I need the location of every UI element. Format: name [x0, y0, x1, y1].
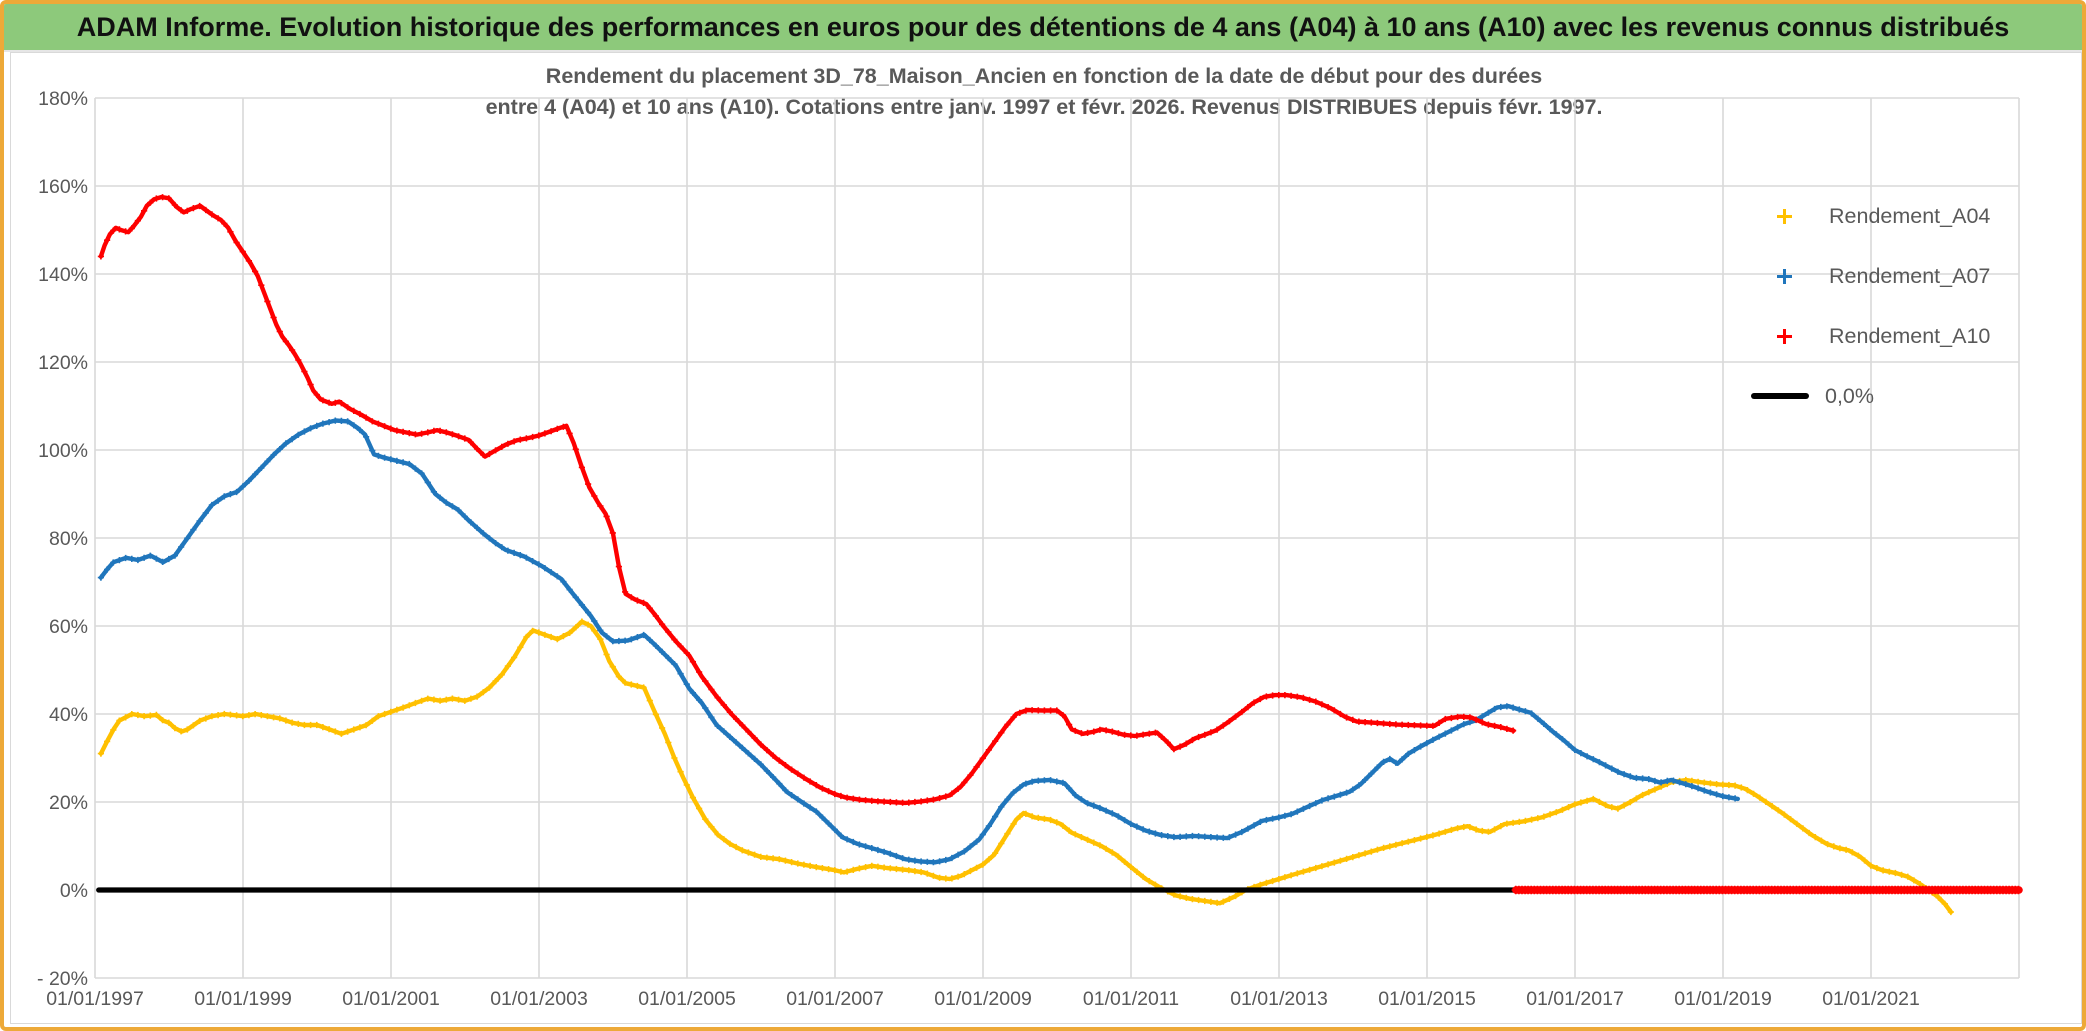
- y-axis-tick-label: 40%: [49, 704, 88, 726]
- x-axis-tick-label: 01/01/2013: [1230, 988, 1328, 1010]
- legend-item-rendement-a10: Rendement_A10: [1749, 306, 1990, 366]
- y-axis-tick-label: 160%: [38, 176, 88, 198]
- legend-label: Rendement_A07: [1829, 263, 1991, 288]
- series-Rendement_A10: [98, 194, 1516, 806]
- plus-marker-icon: [1776, 268, 1792, 284]
- series-markers-Rendement_A10-zero-tail: [1511, 885, 2023, 895]
- plot-area: 180%160%140%120%100%80%60%40%20%0%- 20%0…: [37, 88, 2023, 1010]
- legend-item-rendement-a04: Rendement_A04: [1749, 186, 1990, 246]
- series-markers-Rendement_A10: [97, 194, 1517, 806]
- y-axis-tick-label: 80%: [49, 528, 88, 550]
- y-axis-tick-label: 60%: [49, 616, 88, 638]
- x-axis-tick-label: 01/01/2007: [786, 988, 884, 1010]
- x-axis-tick-label: 01/01/2001: [342, 988, 440, 1010]
- x-axis-tick-label: 01/01/1999: [194, 988, 292, 1010]
- y-axis-tick-label: 20%: [49, 792, 88, 814]
- chart-title-line2: entre 4 (A04) et 10 ans (A10). Cotations…: [485, 95, 1603, 119]
- y-axis-tick-label: 0%: [60, 880, 88, 902]
- x-axis-tick-label: 01/01/2015: [1378, 988, 1476, 1010]
- plus-marker-icon: [1776, 208, 1792, 224]
- legend-label: Rendement_A04: [1829, 203, 1991, 228]
- chart-title-line1: Rendement du placement 3D_78_Maison_Anci…: [545, 64, 1543, 88]
- y-axis-tick-label: 100%: [38, 440, 88, 462]
- y-axis-tick-label: 120%: [38, 352, 88, 374]
- legend-label: 0,0%: [1825, 383, 1875, 408]
- legend: Rendement_A04 Rendement_A07 Rendement_A1…: [1749, 186, 1990, 426]
- x-axis-tick-label: 01/01/2011: [1083, 988, 1179, 1010]
- x-axis-tick-label: 01/01/2009: [934, 988, 1032, 1010]
- page-title: ADAM Informe. Evolution historique des p…: [76, 11, 2010, 42]
- plus-marker-icon: [1776, 328, 1792, 344]
- x-axis-tick-label: 01/01/1997: [46, 988, 144, 1010]
- y-axis-tick-label: 180%: [38, 88, 88, 110]
- x-axis-tick-label: 01/01/2021: [1822, 988, 1920, 1010]
- series-Rendement_A07: [98, 418, 1740, 865]
- series-markers-Rendement_A04: [97, 618, 1954, 916]
- y-axis-tick-label: - 20%: [37, 968, 88, 990]
- x-axis-tick-label: 01/01/2019: [1674, 988, 1772, 1010]
- zero-line-swatch-icon: [1751, 393, 1809, 399]
- x-axis-tick-label: 01/01/2017: [1526, 988, 1624, 1010]
- legend-item-zero-line: 0,0%: [1749, 366, 1990, 426]
- series-Rendement_A04: [98, 619, 1954, 915]
- x-axis-tick-label: 01/01/2003: [490, 988, 588, 1010]
- legend-label: Rendement_A10: [1829, 323, 1991, 348]
- header-bar: ADAM Informe. Evolution historique des p…: [4, 4, 2082, 52]
- x-axis-tick-label: 01/01/2005: [638, 988, 736, 1010]
- y-axis-tick-label: 140%: [38, 264, 88, 286]
- series-markers-Rendement_A07: [97, 417, 1739, 866]
- legend-item-rendement-a07: Rendement_A07: [1749, 246, 1990, 306]
